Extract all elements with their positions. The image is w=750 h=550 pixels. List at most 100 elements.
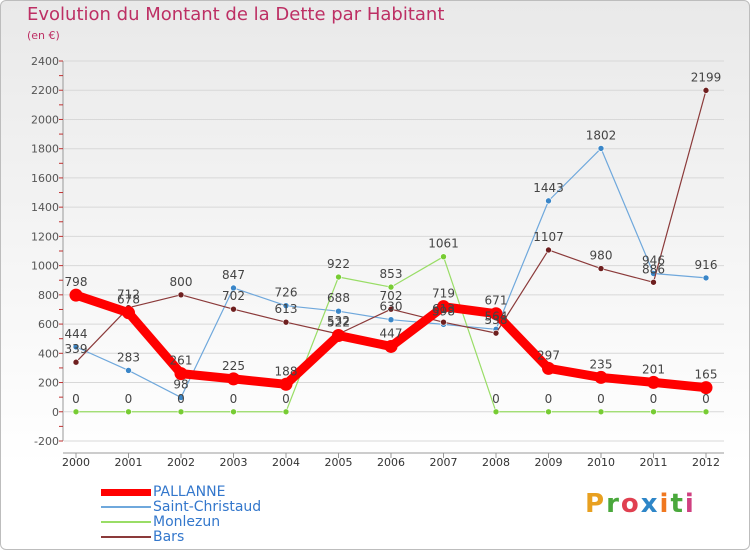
data-label-monlezun: 0 [177, 392, 185, 406]
chart-title: Evolution du Montant de la Dette par Hab… [27, 4, 445, 25]
legend-label-bars: Bars [153, 529, 185, 545]
legend-item-saint-christaud: Saint-Christaud [101, 499, 301, 515]
data-label-pallanne: 678 [117, 293, 140, 307]
data-point-saint-christaud [230, 284, 237, 292]
data-label-saint-christaud: 946 [642, 254, 665, 268]
data-label-bars: 613 [432, 302, 455, 316]
y-tick-label: 1000 [31, 260, 59, 273]
data-point-monlezun [440, 253, 447, 260]
legend-swatch-saint-christaud [101, 506, 151, 508]
data-point-bars [177, 291, 185, 299]
legend-label-monlezun: Monlezun [153, 514, 221, 530]
x-tick-label: 2007 [430, 456, 458, 469]
data-label-bars: 1107 [533, 230, 564, 244]
data-label-saint-christaud: 726 [275, 286, 298, 300]
data-point-monlezun [177, 408, 185, 416]
x-tick-label: 2006 [377, 456, 405, 469]
proxiti-logo: Proxiti [585, 489, 696, 519]
data-label-monlezun: 0 [230, 392, 238, 406]
data-label-bars: 532 [327, 314, 350, 328]
data-label-pallanne: 447 [380, 326, 403, 340]
data-label-bars: 2199 [691, 70, 722, 84]
data-point-pallanne [489, 307, 503, 321]
data-label-bars: 339 [65, 342, 88, 356]
data-point-monlezun [650, 408, 657, 416]
x-tick-label: 2009 [535, 456, 563, 469]
data-label-monlezun: 0 [492, 392, 500, 406]
y-tick-label: 1600 [31, 172, 59, 185]
y-tick-label: 2000 [31, 113, 59, 126]
data-point-saint-christaud [597, 145, 605, 152]
y-tick-label: 1800 [31, 143, 59, 156]
legend-swatch-monlezun [101, 521, 151, 523]
data-label-bars: 886 [642, 262, 665, 276]
data-point-monlezun [545, 408, 552, 416]
data-point-pallanne [699, 381, 713, 395]
data-point-pallanne [437, 300, 450, 314]
data-point-pallanne [542, 361, 555, 375]
data-point-monlezun [597, 408, 605, 416]
data-label-pallanne: 522 [327, 315, 350, 329]
y-tick-label: 2400 [31, 55, 59, 68]
y-tick-label: 2200 [31, 84, 59, 97]
data-point-pallanne [384, 339, 398, 353]
data-label-pallanne: 165 [695, 368, 718, 382]
data-point-monlezun [335, 273, 342, 281]
legend-swatch-pallanne [101, 488, 151, 496]
data-point-monlezun [387, 283, 395, 291]
legend-item-pallanne: PALLANNE [101, 484, 301, 500]
data-point-saint-christaud [335, 307, 342, 315]
data-label-monlezun: 0 [702, 392, 710, 406]
data-point-saint-christaud [125, 367, 132, 374]
logo-letter: t [670, 489, 685, 519]
legend-label-pallanne: PALLANNE [153, 484, 226, 500]
data-label-saint-christaud: 916 [695, 258, 718, 272]
data-label-pallanne: 261 [170, 354, 193, 368]
data-point-bars [282, 318, 290, 326]
x-tick-label: 2008 [482, 456, 510, 469]
y-tick-label: 600 [38, 318, 59, 331]
logo-letter: P [585, 489, 607, 519]
x-tick-label: 2003 [220, 456, 248, 469]
legend-label-saint-christaud: Saint-Christaud [153, 499, 262, 515]
data-label-bars: 712 [117, 288, 140, 302]
data-point-bars [387, 305, 395, 313]
data-label-saint-christaud: 688 [327, 291, 350, 305]
y-tick-label: -200 [34, 435, 59, 448]
data-label-pallanne: 235 [590, 357, 613, 371]
data-label-pallanne: 798 [65, 275, 88, 289]
data-label-saint-christaud: 98 [173, 377, 188, 391]
y-tick-label: 200 [38, 377, 59, 390]
data-point-monlezun [282, 408, 290, 416]
data-label-monlezun: 0 [650, 392, 658, 406]
data-point-pallanne [227, 372, 240, 386]
legend-item-bars: Bars [101, 529, 301, 545]
data-point-saint-christaud [72, 343, 80, 351]
data-point-monlezun [72, 408, 80, 416]
y-tick-label: 400 [38, 347, 59, 360]
data-point-monlezun [230, 408, 237, 416]
x-tick-label: 2002 [167, 456, 195, 469]
x-tick-label: 2011 [640, 456, 668, 469]
data-point-pallanne [594, 370, 608, 384]
data-label-bars: 613 [275, 302, 298, 316]
data-label-monlezun: 0 [125, 392, 133, 406]
data-point-saint-christaud [545, 197, 552, 205]
x-tick-label: 2005 [325, 456, 353, 469]
data-point-saint-christaud [702, 274, 710, 282]
data-point-pallanne [122, 306, 135, 320]
data-label-pallanne: 188 [275, 364, 298, 378]
data-point-saint-christaud [387, 316, 395, 323]
logo-letter: o [620, 489, 641, 519]
data-label-saint-christaud: 444 [65, 327, 88, 341]
data-point-bars [702, 87, 710, 94]
data-label-pallanne: 671 [485, 294, 508, 308]
data-label-saint-christaud: 630 [380, 300, 403, 314]
data-label-saint-christaud: 1443 [533, 181, 564, 195]
data-point-monlezun [702, 408, 710, 416]
chart-subtitle: (en €) [27, 29, 60, 42]
data-point-bars [492, 329, 500, 337]
data-label-monlezun: 1061 [428, 237, 459, 251]
